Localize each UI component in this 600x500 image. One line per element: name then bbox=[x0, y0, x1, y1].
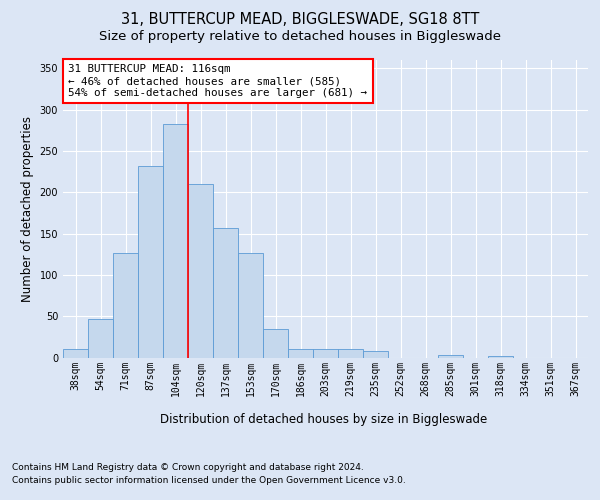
Bar bbox=[138, 166, 163, 358]
Bar bbox=[313, 349, 338, 358]
Text: Contains HM Land Registry data © Crown copyright and database right 2024.: Contains HM Land Registry data © Crown c… bbox=[12, 462, 364, 471]
Y-axis label: Number of detached properties: Number of detached properties bbox=[21, 116, 34, 302]
Bar bbox=[338, 349, 363, 358]
Bar bbox=[438, 355, 463, 358]
Bar bbox=[288, 349, 313, 358]
Bar bbox=[263, 328, 288, 358]
Text: 31, BUTTERCUP MEAD, BIGGLESWADE, SG18 8TT: 31, BUTTERCUP MEAD, BIGGLESWADE, SG18 8T… bbox=[121, 12, 479, 28]
Text: Size of property relative to detached houses in Biggleswade: Size of property relative to detached ho… bbox=[99, 30, 501, 43]
Bar bbox=[113, 252, 138, 358]
Bar bbox=[63, 349, 88, 358]
Bar bbox=[238, 252, 263, 358]
Bar bbox=[188, 184, 213, 358]
Bar bbox=[488, 356, 513, 358]
Bar bbox=[88, 318, 113, 358]
Bar bbox=[163, 124, 188, 358]
Text: Distribution of detached houses by size in Biggleswade: Distribution of detached houses by size … bbox=[160, 412, 488, 426]
Bar bbox=[363, 351, 388, 358]
Text: Contains public sector information licensed under the Open Government Licence v3: Contains public sector information licen… bbox=[12, 476, 406, 485]
Bar bbox=[213, 228, 238, 358]
Text: 31 BUTTERCUP MEAD: 116sqm
← 46% of detached houses are smaller (585)
54% of semi: 31 BUTTERCUP MEAD: 116sqm ← 46% of detac… bbox=[68, 64, 367, 98]
